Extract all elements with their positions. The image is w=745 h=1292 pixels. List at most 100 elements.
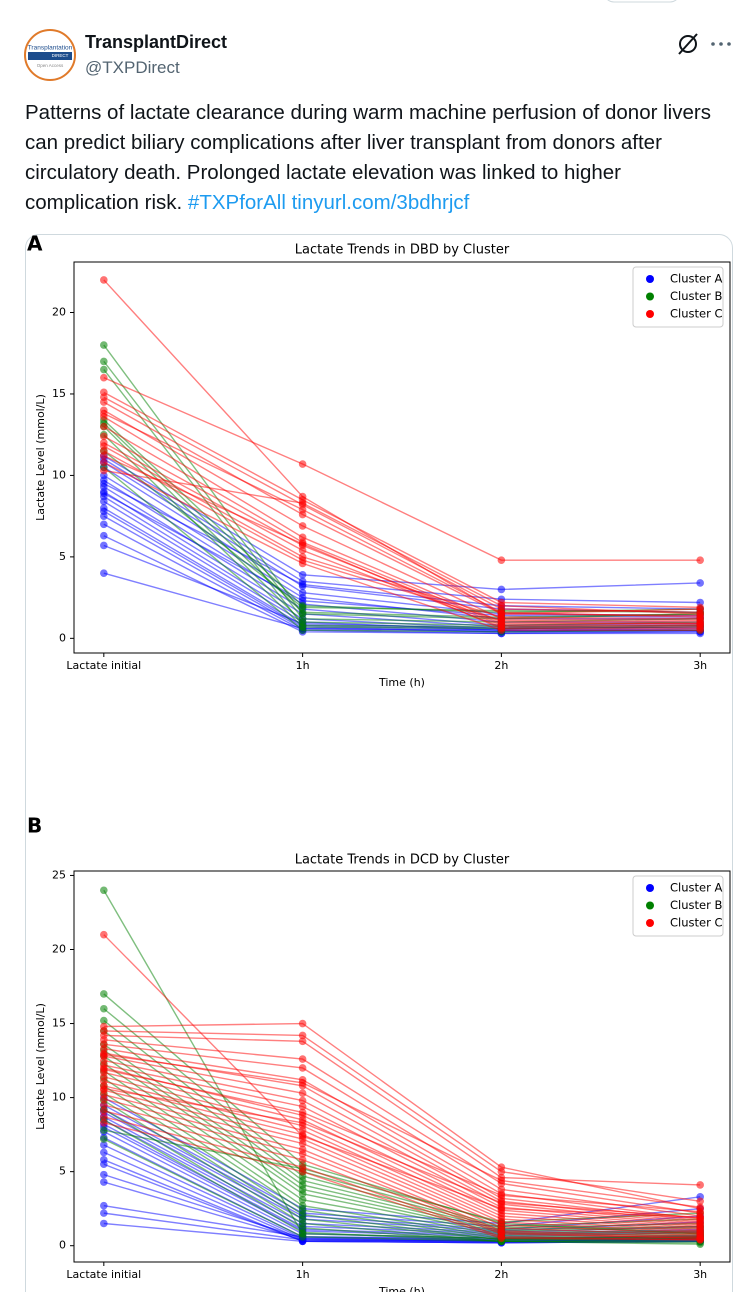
- data-point: [100, 341, 108, 349]
- panel-label: A: [27, 232, 43, 256]
- data-point: [298, 1108, 307, 1117]
- avatar-text: Transplantation: [28, 45, 73, 52]
- data-point: [298, 580, 307, 589]
- series-line: [103, 1053, 701, 1208]
- series-line: [103, 422, 701, 618]
- plot-frame: [73, 261, 731, 654]
- series-line: [103, 1119, 701, 1244]
- data-point: [100, 1201, 108, 1210]
- series-line: [103, 934, 701, 1219]
- data-point: [100, 1084, 108, 1093]
- data-point: [298, 559, 307, 568]
- y-tick-label: 25: [52, 868, 66, 881]
- avatar[interactable]: Transplantation DIRECT Open Access: [22, 28, 82, 88]
- series-line: [103, 1043, 701, 1217]
- series-line: [103, 360, 701, 623]
- series-line: [103, 1144, 701, 1242]
- avatar-text: DIRECT: [52, 53, 69, 58]
- series-line: [103, 1093, 701, 1237]
- image-frame[interactable]: [25, 234, 733, 1292]
- data-point: [298, 1055, 307, 1063]
- series-line: [103, 396, 701, 613]
- data-point: [298, 1167, 307, 1176]
- data-point: [298, 1019, 307, 1028]
- series-line: [103, 1068, 701, 1213]
- handle[interactable]: @TXPDirect: [85, 58, 180, 77]
- series-line: [103, 1089, 701, 1235]
- data-point: [100, 1118, 108, 1127]
- data-point: [298, 505, 307, 514]
- hashtag[interactable]: #TXPforAll: [187, 191, 286, 214]
- data-point: [100, 1148, 108, 1157]
- button-edge[interactable]: [604, 0, 680, 3]
- legend-label: Cluster A: [670, 272, 722, 286]
- data-point: [696, 1197, 704, 1206]
- series-line: [103, 1138, 701, 1245]
- y-tick-label: 10: [52, 1091, 66, 1104]
- data-point: [100, 409, 108, 418]
- series-line: [103, 1099, 701, 1242]
- data-point: [100, 1107, 108, 1115]
- series-line: [103, 1071, 701, 1229]
- x-tick-label: 1h: [296, 1268, 310, 1281]
- series-line: [103, 412, 701, 618]
- series-line: [103, 1064, 701, 1226]
- x-tick-label: 1h: [296, 659, 310, 672]
- x-tick-label: 2h: [494, 1268, 508, 1281]
- data-point: [100, 497, 108, 506]
- chart-title: Lactate Trends in DCD by Cluster: [295, 853, 510, 868]
- series-line: [103, 1098, 701, 1238]
- data-point: [100, 1050, 108, 1059]
- data-point: [100, 1004, 108, 1013]
- data-point: [100, 432, 108, 441]
- series-line: [103, 1048, 701, 1220]
- legend-marker: [646, 901, 654, 910]
- data-point: [298, 1195, 307, 1204]
- data-point: [298, 1156, 307, 1164]
- legend-marker: [646, 310, 654, 318]
- data-point: [100, 531, 108, 540]
- data-point: [100, 1219, 108, 1228]
- data-point: [100, 1016, 108, 1025]
- y-tick-label: 5: [59, 550, 66, 563]
- data-point: [696, 626, 704, 634]
- data-point: [100, 1101, 108, 1109]
- legend-box: [632, 875, 724, 937]
- series-line: [103, 1108, 701, 1242]
- data-point: [100, 520, 108, 529]
- series-line: [103, 1129, 701, 1223]
- grok-icon[interactable]: [679, 35, 697, 53]
- x-tick-label: 3h: [693, 659, 707, 672]
- data-point: [298, 571, 307, 579]
- more-icon[interactable]: [711, 42, 731, 46]
- series-line: [103, 1055, 701, 1223]
- series-line: [103, 425, 701, 625]
- data-point: [497, 1191, 506, 1200]
- data-point: [298, 1102, 307, 1111]
- series-line: [103, 409, 701, 622]
- data-point: [100, 1160, 108, 1169]
- tweet-body: Patterns of lactate clearance during war…: [25, 101, 711, 214]
- plot-frame: [73, 870, 731, 1263]
- y-tick-label: 20: [52, 306, 66, 319]
- series-line: [103, 479, 701, 623]
- data-point: [298, 1233, 307, 1241]
- data-point: [497, 1234, 506, 1243]
- series-line: [103, 442, 701, 628]
- legend-label: Cluster A: [670, 881, 722, 895]
- display-name[interactable]: TransplantDirect: [85, 32, 228, 52]
- data-point: [100, 357, 108, 366]
- link[interactable]: tinyurl.com/3bdhrjcf: [291, 191, 470, 214]
- series-line: [103, 1039, 701, 1214]
- data-point: [100, 365, 108, 374]
- data-point: [100, 1170, 108, 1179]
- data-point: [497, 1167, 506, 1176]
- data-point: [497, 608, 506, 617]
- x-tick-label: Lactate initial: [66, 1268, 141, 1281]
- data-point: [100, 1209, 108, 1217]
- panel-label: B: [27, 814, 42, 838]
- series-line: [103, 523, 701, 635]
- series-line: [103, 1055, 701, 1235]
- series-line: [103, 377, 701, 561]
